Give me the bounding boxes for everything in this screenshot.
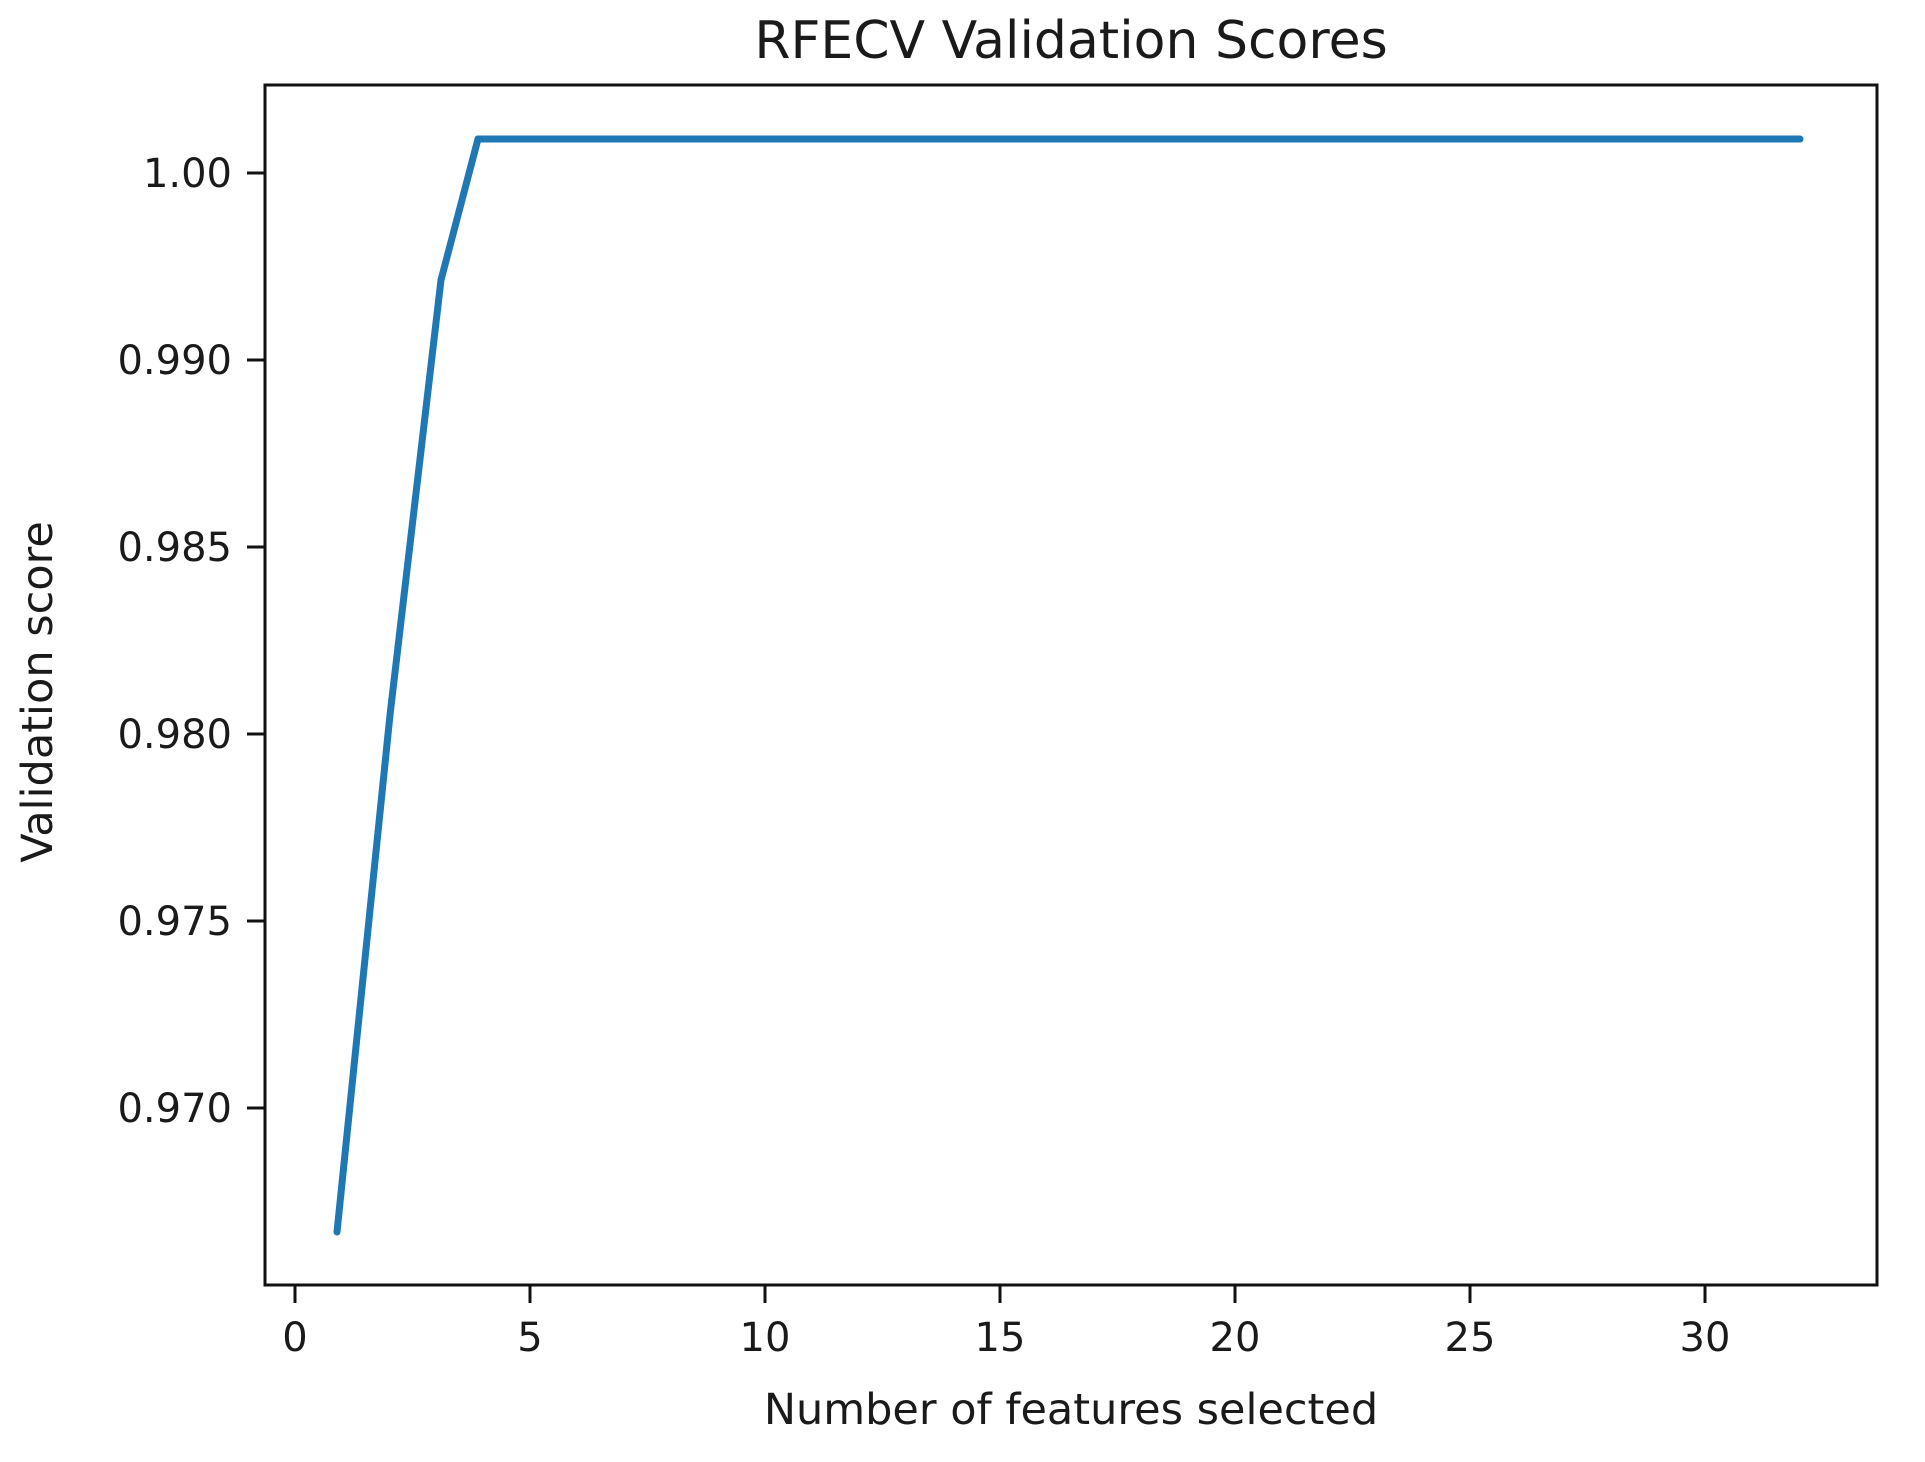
x-tick-label: 30: [1680, 1315, 1731, 1361]
x-axis-ticks: 0 5 10 15 20 25 30: [282, 1285, 1730, 1361]
y-axis-label: Validation score: [13, 521, 63, 863]
x-tick-label: 15: [975, 1315, 1026, 1361]
y-tick-label: 0.990: [117, 338, 232, 384]
x-tick-label: 20: [1210, 1315, 1261, 1361]
x-tick-label: 0: [282, 1315, 307, 1361]
y-tick-label: 0.985: [117, 525, 232, 571]
x-tick-label: 5: [517, 1315, 542, 1361]
x-tick-label: 10: [740, 1315, 791, 1361]
y-tick-label: 0.975: [117, 899, 232, 945]
y-tick-label: 0.980: [117, 712, 232, 758]
y-tick-label: 0.970: [117, 1086, 232, 1132]
plot-area-border: [263, 83, 1879, 1287]
y-axis-ticks: 1.00 0.990 0.985 0.980 0.975 0.970: [117, 151, 265, 1132]
x-axis-label: Number of features selected: [764, 1385, 1378, 1435]
chart-title: RFECV Validation Scores: [754, 11, 1387, 71]
validation-score-line: [333, 135, 1804, 1236]
y-tick-label: 1.00: [143, 151, 232, 197]
x-tick-label: 25: [1445, 1315, 1496, 1361]
